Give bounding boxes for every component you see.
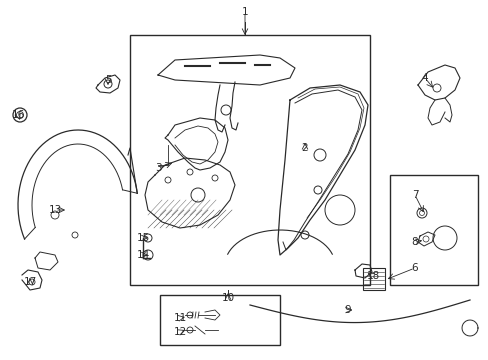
Text: 11: 11: [173, 313, 186, 323]
Bar: [160, 295, 280, 345]
Text: 5: 5: [104, 75, 111, 85]
Text: 2: 2: [301, 143, 307, 153]
Text: 4: 4: [421, 73, 427, 83]
Text: 9: 9: [344, 305, 350, 315]
Text: 7: 7: [411, 190, 417, 200]
Bar: [389, 175, 477, 285]
Text: 15: 15: [136, 233, 149, 243]
Bar: [362, 268, 384, 290]
Text: 18: 18: [366, 271, 379, 281]
Text: 6: 6: [411, 263, 417, 273]
Text: 10: 10: [221, 293, 234, 303]
Text: 8: 8: [411, 237, 417, 247]
Text: 13: 13: [48, 205, 61, 215]
Text: 12: 12: [173, 327, 186, 337]
Bar: [130, 35, 369, 285]
Text: 16: 16: [11, 110, 24, 120]
Text: 3: 3: [154, 163, 161, 173]
Text: 1: 1: [241, 7, 248, 17]
Text: 14: 14: [136, 250, 149, 260]
Text: 17: 17: [23, 277, 37, 287]
